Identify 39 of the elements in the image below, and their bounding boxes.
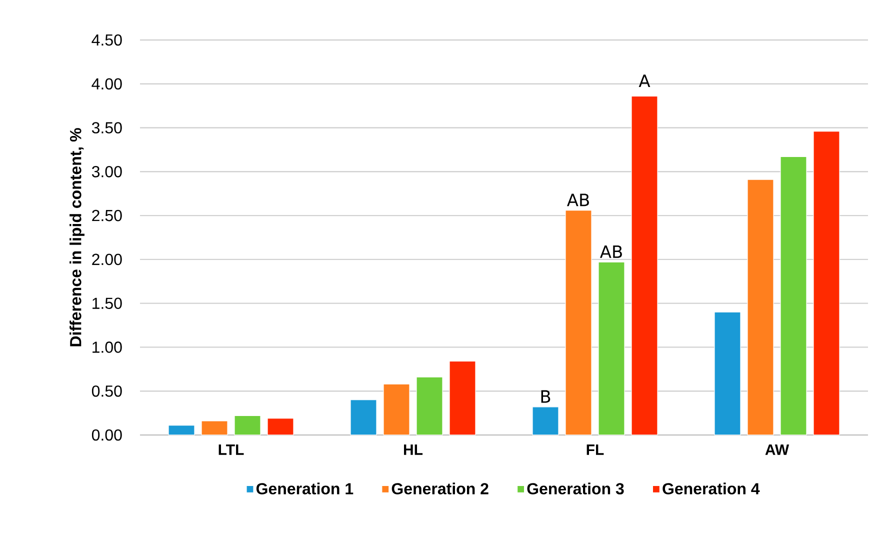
bar xyxy=(168,425,195,436)
bar xyxy=(565,210,592,436)
bar xyxy=(383,384,410,436)
bar xyxy=(201,420,228,436)
y-tick-label: 1.00 xyxy=(92,342,122,353)
y-tick-label: 3.50 xyxy=(92,122,122,134)
bar xyxy=(813,130,840,436)
y-tick-label: 4.00 xyxy=(92,78,122,90)
bar xyxy=(449,360,476,436)
legend-label: Generation 1 xyxy=(256,482,354,494)
y-tick-label: 2.00 xyxy=(92,254,122,266)
annotation: B xyxy=(541,390,550,403)
y-tick-label: 0.00 xyxy=(92,429,122,441)
annotation: A xyxy=(638,74,650,87)
y-axis-title: Difference in lipid content, % xyxy=(70,128,84,346)
x-tick-label: LTL xyxy=(218,444,244,455)
bar xyxy=(598,262,625,436)
bar xyxy=(350,400,377,436)
bar xyxy=(267,418,294,436)
y-tick-label: 0.50 xyxy=(92,385,122,397)
legend-label: Generation 4 xyxy=(662,482,760,494)
y-tick-label: 2.50 xyxy=(92,210,122,222)
bar xyxy=(532,406,559,436)
bar xyxy=(234,415,261,436)
x-tick-label: FL xyxy=(586,444,604,455)
y-tick-label: 4.50 xyxy=(92,34,122,46)
y-tick-label: 3.00 xyxy=(92,166,122,178)
annotation: AB xyxy=(600,245,622,258)
y-tick-label: 1.50 xyxy=(92,298,122,309)
legend-label: Generation 3 xyxy=(527,482,624,494)
x-tick-label: AW xyxy=(765,444,790,455)
bar xyxy=(714,312,741,436)
bar xyxy=(780,156,807,436)
bar xyxy=(631,96,658,436)
x-tick-label: HL xyxy=(404,444,423,455)
annotation: AB xyxy=(566,194,589,206)
legend-label: Generation 2 xyxy=(392,482,488,494)
bar xyxy=(416,376,443,436)
bar xyxy=(747,179,774,436)
